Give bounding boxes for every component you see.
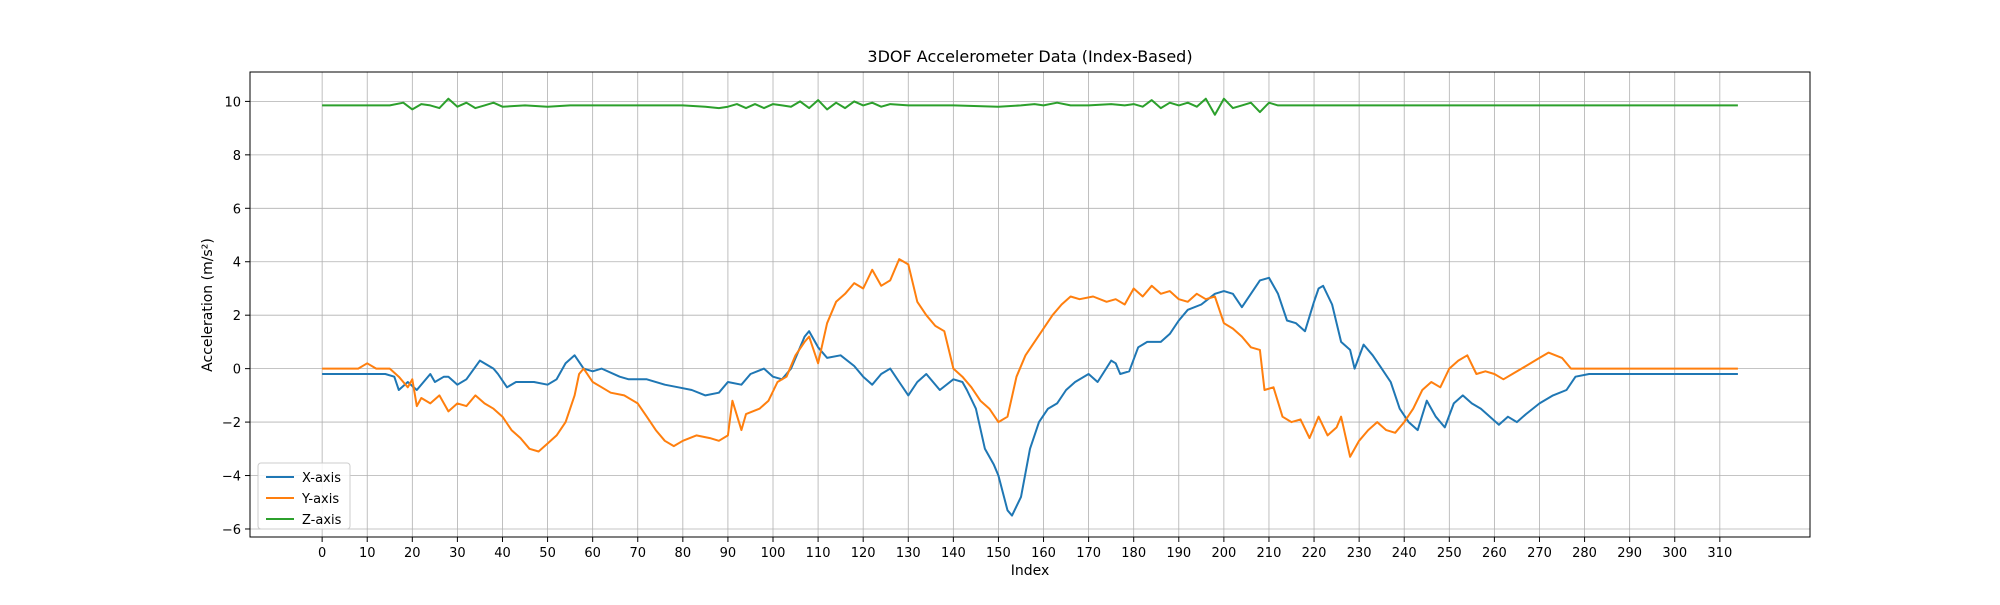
x-tick-label: 230 xyxy=(1347,546,1372,561)
x-tick-label: 300 xyxy=(1662,546,1687,561)
x-tick-label: 140 xyxy=(941,546,966,561)
y-tick-label: 0 xyxy=(233,363,241,378)
x-tick-label: 210 xyxy=(1257,546,1282,561)
x-tick-label: 200 xyxy=(1211,546,1236,561)
x-tick-label: 130 xyxy=(896,546,921,561)
x-tick-label: 70 xyxy=(629,546,646,561)
x-tick-label: 270 xyxy=(1527,546,1552,561)
series-line-x-axis xyxy=(322,276,1738,517)
series-line-y-axis xyxy=(322,258,1738,458)
x-tick-label: 100 xyxy=(761,546,786,561)
y-tick-label: −2 xyxy=(222,416,241,431)
y-tick-label: 8 xyxy=(233,149,241,164)
legend: X-axis Y-axis Z-axis xyxy=(257,462,351,530)
legend-label: Y-axis xyxy=(301,492,339,507)
x-tick-label: 180 xyxy=(1121,546,1146,561)
plot-frame xyxy=(249,71,1811,538)
x-tick-label: 90 xyxy=(720,546,737,561)
x-tick-label: 160 xyxy=(1031,546,1056,561)
y-axis-label: Acceleration (m/s²) xyxy=(200,238,216,372)
x-tick-label: 30 xyxy=(449,546,466,561)
x-tick-label: 20 xyxy=(404,546,421,561)
y-tick-label: 4 xyxy=(233,256,241,271)
series-lines xyxy=(322,97,1738,517)
x-tick-label: 10 xyxy=(359,546,376,561)
x-tick-label: 110 xyxy=(806,546,831,561)
y-tick-label: 2 xyxy=(233,309,241,324)
y-tick-label: 6 xyxy=(233,202,241,217)
y-tick-label: −6 xyxy=(222,523,241,538)
x-tick-label: 40 xyxy=(494,546,511,561)
series-line-z-axis xyxy=(322,97,1738,116)
legend-label: Z-axis xyxy=(302,513,342,528)
x-tick-label: 170 xyxy=(1076,546,1101,561)
chart-title: 3DOF Accelerometer Data (Index-Based) xyxy=(867,47,1192,66)
x-tick-label: 190 xyxy=(1166,546,1191,561)
y-tick-label: 10 xyxy=(224,95,241,110)
x-tick-label: 60 xyxy=(584,546,601,561)
x-tick-label: 290 xyxy=(1617,546,1642,561)
x-tick-label: 80 xyxy=(675,546,692,561)
x-tick-label: 150 xyxy=(986,546,1011,561)
legend-label: X-axis xyxy=(302,471,341,486)
x-tick-label: 280 xyxy=(1572,546,1597,561)
x-tick-label: 50 xyxy=(539,546,556,561)
x-tick-label: 220 xyxy=(1302,546,1327,561)
x-axis-label: Index xyxy=(1011,563,1050,579)
x-tick-label: 240 xyxy=(1392,546,1417,561)
axis-ticks: 0 10 20 30 40 50 60 70 80 90 100 110 120 130 140 150 160… xyxy=(222,95,1732,561)
x-tick-label: 310 xyxy=(1707,546,1732,561)
grid-lines xyxy=(250,72,1810,537)
x-tick-label: 120 xyxy=(851,546,876,561)
x-tick-label: 260 xyxy=(1482,546,1507,561)
y-tick-label: −4 xyxy=(222,470,241,485)
plot-area xyxy=(250,72,1810,537)
x-tick-label: 0 xyxy=(318,546,326,561)
x-tick-label: 250 xyxy=(1437,546,1462,561)
legend-box xyxy=(257,462,351,530)
